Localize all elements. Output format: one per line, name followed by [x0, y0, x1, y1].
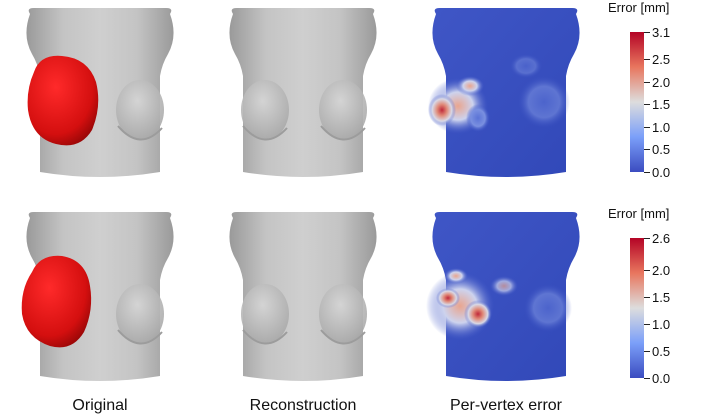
colorbar-tick	[644, 378, 650, 379]
colorbar-tick-label: 1.0	[652, 119, 671, 135]
colorbar-tick-label: 1.5	[652, 97, 671, 113]
colorbar-tick	[644, 351, 650, 353]
colorbar-tick	[644, 297, 650, 299]
colorbar-tick	[644, 81, 650, 83]
colorbar-row1: Error [mm] 3.1 2.5 2.0 1.5 1.0 0.5 0.0	[608, 0, 698, 180]
colorbar-title: Error [mm]	[608, 0, 670, 15]
colorbar-tick-label: 2.0	[652, 263, 671, 279]
reconstruction-mesh-row1	[213, 6, 393, 186]
original-mesh-row2	[10, 210, 190, 390]
colorbar-tick-label: 2.6	[652, 231, 671, 246]
colorbar-tick-label: 1.0	[652, 317, 671, 333]
colorbar-tick	[644, 238, 650, 239]
colorbar-gradient	[630, 238, 644, 378]
colorbar-tick	[644, 324, 650, 326]
colorbar-tick	[644, 126, 650, 128]
colorbar-tick-label: 0.0	[652, 371, 671, 386]
original-mesh-row1	[10, 6, 190, 186]
colorbar-tick	[644, 104, 650, 106]
colorbar-tick	[644, 59, 650, 61]
reconstruction-mesh-row2	[213, 210, 393, 390]
error-map-row2	[416, 210, 596, 390]
column-label-reconstruction: Reconstruction	[249, 397, 357, 414]
colorbar-tick	[644, 149, 650, 151]
colorbar-row2: Error [mm] 2.6 2.0 1.5 1.0 0.5 0.0	[608, 206, 698, 386]
colorbar-tick-label: 0.0	[652, 165, 671, 180]
colorbar-tick-label: 2.5	[652, 52, 671, 68]
error-map-row1	[416, 6, 596, 186]
colorbar-tick	[644, 270, 650, 272]
colorbar-gradient	[630, 32, 644, 172]
colorbar-tick-label: 0.5	[652, 142, 671, 158]
lesion-region	[21, 255, 92, 348]
colorbar-tick-label: 2.0	[652, 74, 671, 90]
colorbar-tick	[644, 32, 650, 33]
column-label-original: Original	[72, 397, 128, 414]
colorbar-tick-label: 3.1	[652, 25, 671, 40]
colorbar-tick-label: 0.5	[652, 344, 671, 360]
colorbar-tick	[644, 172, 650, 173]
column-label-error: Per-vertex error	[449, 397, 563, 414]
lesion-region	[27, 55, 99, 146]
colorbar-tick-label: 1.5	[652, 290, 671, 306]
colorbar-title: Error [mm]	[608, 206, 670, 221]
